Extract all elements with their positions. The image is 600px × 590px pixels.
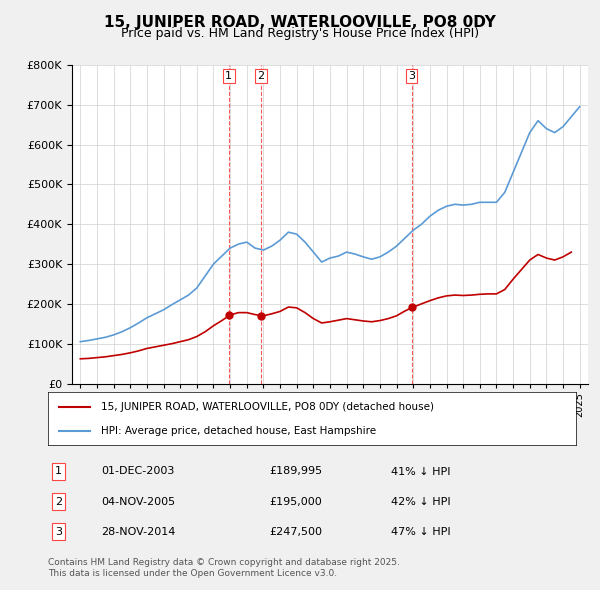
Text: 42% ↓ HPI: 42% ↓ HPI — [391, 497, 451, 507]
Text: Price paid vs. HM Land Registry's House Price Index (HPI): Price paid vs. HM Land Registry's House … — [121, 27, 479, 40]
Text: 28-NOV-2014: 28-NOV-2014 — [101, 527, 175, 537]
Text: £195,000: £195,000 — [270, 497, 323, 507]
Text: 2: 2 — [55, 497, 62, 507]
Text: 3: 3 — [55, 527, 62, 537]
Text: This data is licensed under the Open Government Licence v3.0.: This data is licensed under the Open Gov… — [48, 569, 337, 578]
Text: HPI: Average price, detached house, East Hampshire: HPI: Average price, detached house, East… — [101, 425, 376, 435]
Text: 41% ↓ HPI: 41% ↓ HPI — [391, 467, 451, 477]
Text: Contains HM Land Registry data © Crown copyright and database right 2025.: Contains HM Land Registry data © Crown c… — [48, 558, 400, 566]
Text: 1: 1 — [225, 71, 232, 81]
Text: 2: 2 — [257, 71, 265, 81]
Text: 15, JUNIPER ROAD, WATERLOOVILLE, PO8 0DY (detached house): 15, JUNIPER ROAD, WATERLOOVILLE, PO8 0DY… — [101, 402, 434, 412]
Text: 47% ↓ HPI: 47% ↓ HPI — [391, 527, 451, 537]
Text: £247,500: £247,500 — [270, 527, 323, 537]
Text: 15, JUNIPER ROAD, WATERLOOVILLE, PO8 0DY: 15, JUNIPER ROAD, WATERLOOVILLE, PO8 0DY — [104, 15, 496, 30]
Text: 04-NOV-2005: 04-NOV-2005 — [101, 497, 175, 507]
Text: 3: 3 — [408, 71, 415, 81]
Text: 1: 1 — [55, 467, 62, 477]
Text: £189,995: £189,995 — [270, 467, 323, 477]
Text: 01-DEC-2003: 01-DEC-2003 — [101, 467, 174, 477]
